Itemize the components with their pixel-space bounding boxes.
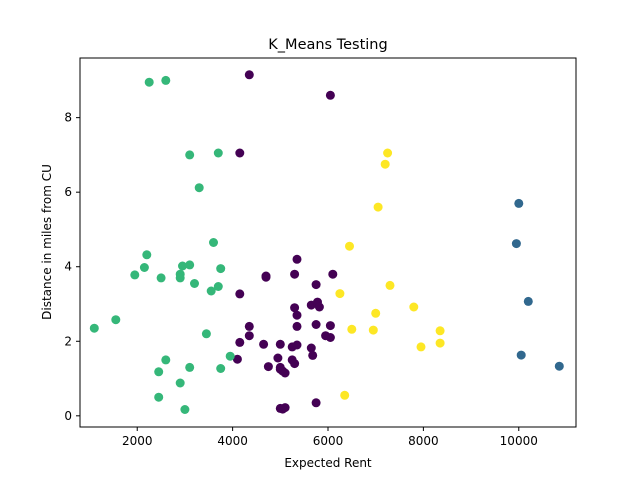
scatter-point: [290, 359, 300, 369]
scatter-point: [373, 202, 383, 212]
scatter-point: [325, 321, 335, 331]
scatter-point: [292, 310, 302, 320]
scatter-point: [554, 361, 564, 371]
scatter-point: [154, 367, 164, 377]
scatter-point: [368, 325, 378, 335]
scatter-point: [280, 403, 290, 413]
scatter-point: [416, 342, 426, 352]
scatter-point: [306, 343, 316, 353]
scatter-point: [144, 77, 154, 87]
x-axis-label: Expected Rent: [284, 456, 372, 470]
scatter-point: [178, 261, 187, 271]
scatter-point: [311, 320, 321, 329]
y-tick-label: 2: [64, 334, 72, 348]
scatter-point: [156, 273, 166, 283]
scatter-point: [435, 326, 445, 336]
scatter-point: [180, 405, 190, 414]
scatter-point: [311, 398, 321, 408]
scatter-point: [292, 340, 302, 350]
scatter-point: [161, 355, 171, 365]
scatter-point: [259, 339, 269, 349]
scatter-point: [139, 263, 149, 272]
scatter-point: [523, 296, 533, 306]
scatter-point: [328, 269, 338, 279]
y-tick-label: 6: [64, 185, 72, 199]
scatter-point: [292, 321, 302, 331]
x-tick-label: 10000: [500, 434, 538, 448]
scatter-point: [380, 159, 390, 169]
scatter-point: [206, 286, 216, 296]
scatter-point: [340, 390, 350, 400]
scatter-point: [89, 323, 99, 333]
scatter-point: [385, 280, 395, 290]
scatter-point: [345, 241, 354, 251]
scatter-point: [235, 289, 245, 299]
scatter-point: [244, 331, 254, 341]
scatter-point: [154, 392, 164, 402]
scatter-point: [311, 280, 321, 290]
scatter-point: [511, 239, 521, 249]
scatter-point: [335, 289, 345, 299]
scatter-point: [261, 272, 271, 282]
scatter-point: [130, 270, 140, 280]
y-tick-label: 4: [64, 260, 72, 274]
scatter-point: [371, 308, 381, 318]
scatter-point: [275, 339, 285, 349]
scatter-point: [213, 148, 223, 158]
scatter-point: [273, 353, 283, 363]
y-axis-ticks: 0 2 4 6 8: [64, 111, 80, 423]
scatter-point: [194, 183, 204, 193]
scatter-point: [209, 238, 218, 247]
scatter-point: [280, 368, 290, 378]
y-axis-label: Distance in miles from CU: [40, 164, 54, 320]
chart-title: K_Means Testing: [268, 37, 387, 53]
scatter-point: [263, 362, 273, 372]
x-tick-label: 6000: [313, 434, 344, 448]
scatter-point: [185, 260, 195, 270]
x-axis-ticks: 2000 4000 6000 8000 10000: [122, 427, 538, 448]
x-tick-label: 8000: [408, 434, 439, 448]
scatter-point: [290, 269, 300, 279]
scatter-point: [235, 148, 245, 158]
y-tick-label: 0: [64, 409, 72, 423]
scatter-point: [325, 90, 335, 100]
scatter-point: [290, 303, 300, 313]
data-points: [89, 70, 564, 414]
scatter-point: [175, 378, 185, 388]
scatter-point: [383, 148, 393, 158]
scatter-point: [201, 329, 211, 339]
scatter-point: [185, 150, 195, 160]
scatter-point: [325, 333, 335, 342]
scatter-point: [314, 302, 324, 312]
scatter-point: [190, 279, 199, 288]
scatter-point: [232, 354, 242, 364]
x-tick-label: 4000: [217, 434, 248, 448]
scatter-point: [216, 264, 226, 274]
scatter-point: [225, 351, 235, 361]
scatter-point: [235, 337, 245, 347]
scatter-point: [347, 324, 357, 334]
scatter-point: [185, 362, 195, 372]
scatter-point: [213, 282, 223, 291]
scatter-point: [244, 321, 254, 331]
scatter-point: [142, 250, 152, 260]
scatter-point: [292, 254, 302, 264]
scatter-point: [175, 273, 185, 283]
scatter-point: [161, 75, 171, 85]
scatter-point: [308, 350, 318, 360]
scatter-point: [435, 338, 445, 348]
scatter-point: [516, 350, 526, 360]
scatter-point: [244, 70, 254, 80]
y-tick-label: 8: [64, 111, 72, 125]
scatter-point: [216, 364, 226, 373]
scatter-point: [111, 315, 121, 325]
x-tick-label: 2000: [122, 434, 153, 448]
scatter-point: [514, 198, 524, 208]
scatter-point: [409, 302, 419, 312]
